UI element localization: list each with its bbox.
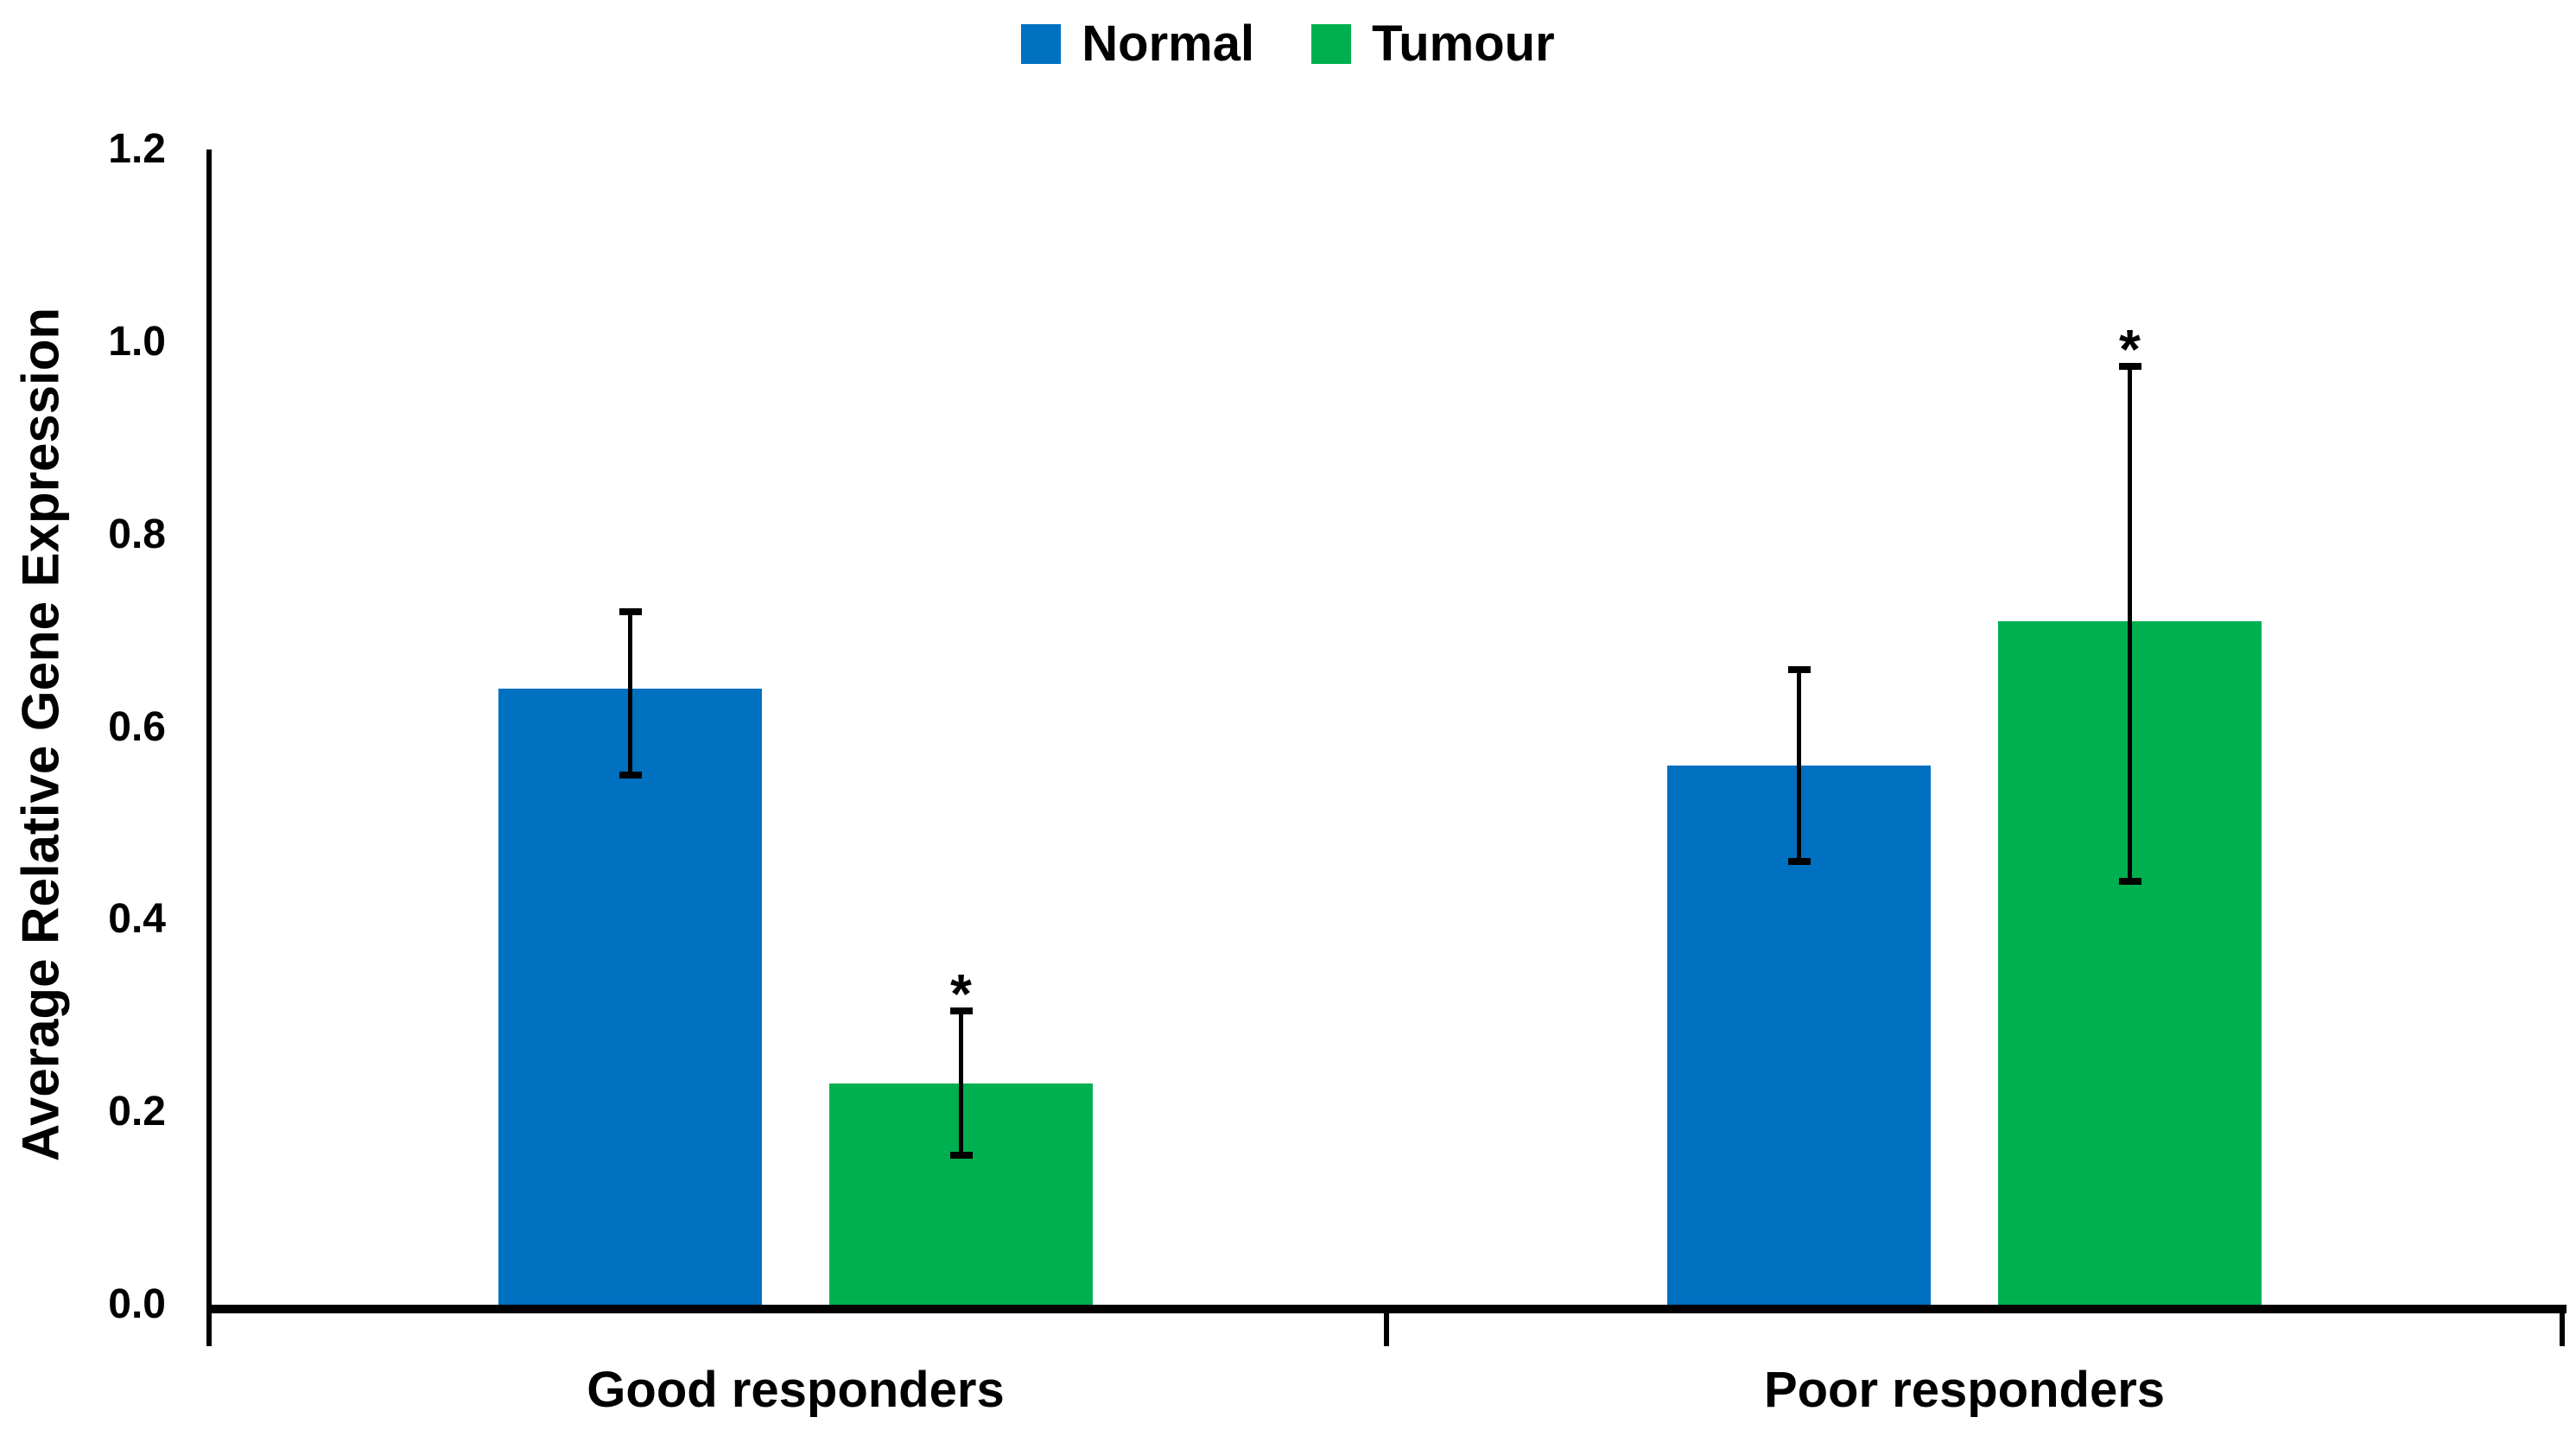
error-cap-top-good-responders-normal [619,607,642,615]
x-category-label: Good responders [587,1362,1005,1418]
error-cap-bottom-poor-responders-tumour [2118,877,2141,885]
significance-asterisk-good-responders-tumour: * [950,963,972,1026]
error-bar-good-responders-normal [628,611,632,776]
x-axis-separator-tick [1384,1312,1389,1346]
error-bar-poor-responders-normal [1797,669,1801,862]
y-tick-label: 1.0 [108,318,166,365]
error-cap-top-poor-responders-normal [1787,665,1811,673]
x-axis-end-tick [2560,1312,2565,1346]
bar-good-responders-normal [498,688,762,1305]
y-tick-label: 1.2 [108,126,166,172]
error-bar-poor-responders-tumour [2128,365,2132,881]
legend-item-tumour: Tumour [1311,14,1555,74]
x-axis-line [206,1305,2566,1313]
y-axis-line [206,149,212,1346]
legend-label: Tumour [1372,16,1555,72]
y-tick-label: 0.4 [108,896,166,943]
error-cap-bottom-good-responders-normal [619,772,642,779]
error-bar-good-responders-tumour [959,1011,963,1156]
x-category-label: Poor responders [1763,1362,2166,1418]
y-tick-label: 0.8 [108,511,166,557]
error-cap-top-good-responders-tumour [949,1007,973,1015]
legend-label: Normal [1082,16,1255,72]
legend-swatch-icon [1021,24,1062,64]
y-tick-label: 0.0 [108,1281,166,1327]
error-cap-top-poor-responders-tumour [2118,362,2141,370]
legend: Normal Tumour [0,14,2576,74]
significance-asterisk-poor-responders-tumour: * [2119,317,2141,380]
legend-swatch-icon [1311,24,1352,64]
error-cap-bottom-good-responders-tumour [949,1152,973,1160]
legend-item-normal: Normal [1021,14,1254,74]
y-tick-label: 0.6 [108,703,166,750]
y-tick-label: 0.2 [108,1089,166,1135]
error-cap-bottom-poor-responders-normal [1787,858,1811,866]
